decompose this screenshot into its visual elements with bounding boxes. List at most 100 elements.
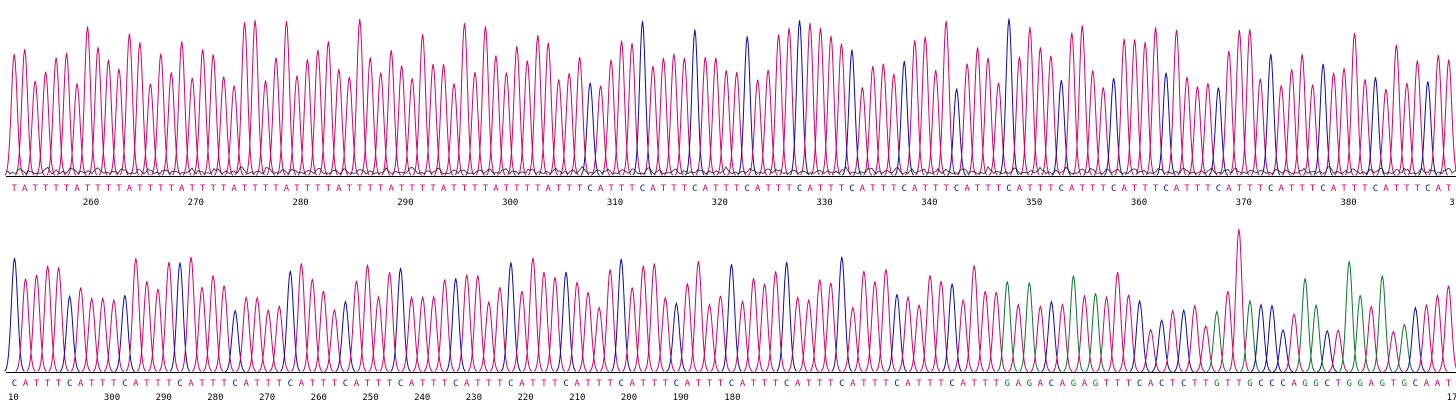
base-call: T xyxy=(734,184,740,194)
peak-T xyxy=(622,43,642,176)
peak-A xyxy=(1009,56,1030,176)
base-call: T xyxy=(158,184,164,194)
base-call: T xyxy=(596,379,602,389)
peak-A xyxy=(677,283,698,372)
base-call: A xyxy=(1436,184,1442,194)
peak-T xyxy=(544,277,566,372)
base-call: T xyxy=(566,184,572,194)
peak-C xyxy=(737,36,758,176)
base-call: T xyxy=(541,379,547,389)
base-call: C xyxy=(1269,379,1274,389)
base-call: T xyxy=(839,184,845,194)
peak-A xyxy=(1283,312,1305,373)
base-call: T xyxy=(387,379,393,389)
base-call: T xyxy=(1362,184,1368,194)
peak-A xyxy=(401,295,422,372)
peak-T xyxy=(779,28,799,176)
base-call: G xyxy=(1380,379,1385,389)
base-call: A xyxy=(23,379,29,389)
base-call: A xyxy=(850,379,856,389)
base-call: T xyxy=(696,379,702,389)
base-call: A xyxy=(1121,184,1127,194)
peak-A xyxy=(1140,328,1161,373)
peak-T xyxy=(754,283,775,372)
base-call: T xyxy=(89,379,95,389)
base-call: T xyxy=(713,184,719,194)
base-call: A xyxy=(409,379,415,389)
peak-T xyxy=(1344,32,1365,176)
base-call: T xyxy=(221,379,227,389)
peak-T xyxy=(653,57,674,176)
base-call: T xyxy=(254,379,260,389)
base-call: T xyxy=(619,184,625,194)
peak-T xyxy=(930,281,952,372)
peak-T xyxy=(577,292,599,372)
peak-C xyxy=(1365,77,1386,176)
base-call: T xyxy=(315,184,321,194)
peak-C xyxy=(1405,306,1426,373)
base-call: C xyxy=(954,184,959,194)
peak-T xyxy=(522,257,544,372)
base-call: C xyxy=(618,379,623,389)
peak-T xyxy=(967,47,988,176)
base-call: A xyxy=(905,379,911,389)
base-call: A xyxy=(755,184,761,194)
base-call: T xyxy=(1247,184,1253,194)
peak-T xyxy=(1228,229,1250,372)
base-call: A xyxy=(464,379,470,389)
base-call: T xyxy=(1446,184,1452,194)
peak-T xyxy=(1082,70,1103,176)
position-label: 10 xyxy=(8,393,19,403)
peak-C xyxy=(610,258,632,372)
peak-A xyxy=(456,274,478,372)
base-call: A xyxy=(1060,379,1066,389)
peak-T xyxy=(1162,309,1183,373)
peak-T xyxy=(925,70,946,176)
position-label: 3 xyxy=(1449,198,1454,208)
position-label: 200 xyxy=(621,393,637,403)
base-call: T xyxy=(1299,184,1305,194)
peak-T xyxy=(1177,77,1197,176)
base-call: T xyxy=(1090,184,1096,194)
peak-G xyxy=(1350,295,1371,372)
peak-C xyxy=(1250,303,1272,373)
base-call: T xyxy=(431,379,437,389)
peak-C xyxy=(59,294,80,372)
base-call: T xyxy=(641,379,647,389)
peak-G xyxy=(1063,275,1084,372)
peak-A xyxy=(15,278,36,372)
base-call: T xyxy=(378,184,384,194)
base-call: T xyxy=(263,184,269,194)
base-call: C xyxy=(587,184,592,194)
peak-T xyxy=(758,69,778,176)
peak-T xyxy=(246,295,268,372)
peak-T xyxy=(182,77,203,176)
base-call: T xyxy=(806,379,812,389)
base-call: C xyxy=(849,184,854,194)
peak-T xyxy=(489,287,511,372)
base-call: G xyxy=(1302,379,1307,389)
peak-T xyxy=(324,308,345,373)
base-call: T xyxy=(762,379,768,389)
peak-T xyxy=(103,298,125,373)
position-label: 340 xyxy=(921,198,937,208)
base-call: T xyxy=(751,379,757,389)
base-call: C xyxy=(288,379,293,389)
base-call: A xyxy=(685,379,691,389)
base-call: T xyxy=(34,379,40,389)
position-label: 310 xyxy=(607,198,623,208)
peak-T xyxy=(1030,47,1051,176)
base-call: C xyxy=(894,379,899,389)
peak-T xyxy=(726,72,747,176)
peak-T xyxy=(1072,25,1093,176)
peak-A xyxy=(643,65,663,176)
peak-C xyxy=(1103,78,1124,176)
base-call: A xyxy=(493,184,499,194)
base-call: T xyxy=(1237,184,1243,194)
base-call: T xyxy=(321,379,327,389)
base-call: A xyxy=(74,184,80,194)
peak-T xyxy=(1229,29,1250,176)
peak-T xyxy=(632,265,654,372)
